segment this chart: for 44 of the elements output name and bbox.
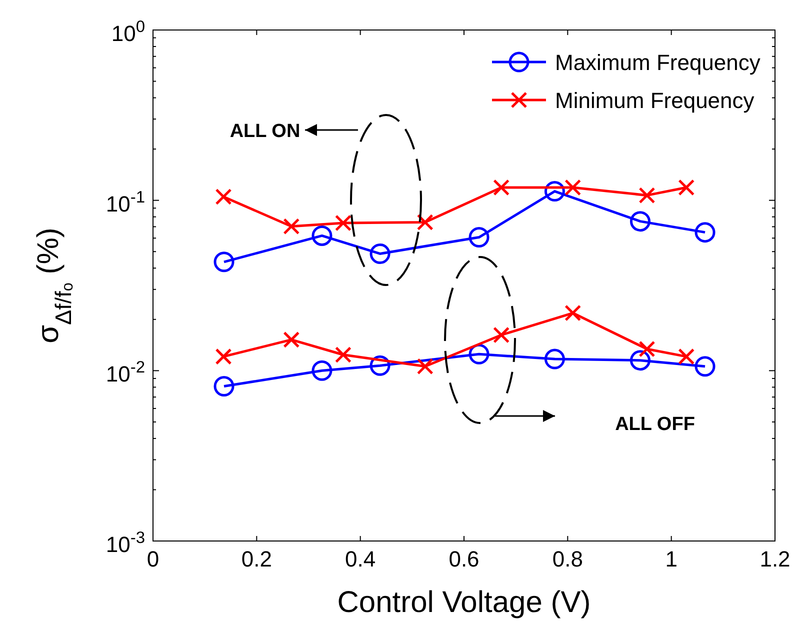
x-tick-label: 0.2: [241, 546, 272, 572]
legend-label: Maximum Frequency: [555, 50, 760, 75]
x-tick-label: 1.2: [760, 546, 790, 572]
point: [334, 214, 352, 232]
point: [334, 346, 352, 364]
point: [493, 326, 510, 344]
x-tick-label: 0.6: [448, 546, 480, 572]
x-tick-label: 0: [146, 546, 160, 572]
x-tick-label: 0.8: [552, 546, 583, 572]
point: [564, 179, 582, 196]
point: [678, 179, 695, 196]
annotation: ALL ON: [230, 121, 300, 142]
y-tick-label: 10$^{0}$: [111, 18, 145, 46]
legend-label: Minimum Frequency: [555, 88, 754, 113]
point: [416, 214, 434, 230]
point: [215, 348, 232, 365]
y-tick-label: 10$^{-1}$: [106, 188, 145, 216]
point: [630, 350, 650, 371]
point: [214, 376, 234, 397]
x-tick-label: 0.4: [345, 546, 376, 572]
point: [214, 252, 234, 272]
point: [544, 348, 565, 370]
x-tick-label: 1: [665, 546, 678, 572]
point: [215, 188, 232, 205]
annotation: ALL OFF: [615, 414, 695, 435]
point: [283, 218, 300, 235]
point: [283, 331, 300, 348]
y-tick-label: 10$^{-2}$: [106, 358, 145, 387]
point: [312, 360, 332, 381]
point: [638, 187, 656, 204]
point: [694, 356, 716, 377]
point: [638, 340, 656, 358]
point: [468, 227, 490, 248]
point: [493, 179, 510, 196]
point: [630, 211, 650, 232]
point: [370, 243, 390, 264]
point: [312, 225, 332, 246]
point: [564, 304, 582, 322]
point: [416, 358, 434, 375]
x-axis-title: Control Voltage (V): [337, 586, 591, 619]
point: [544, 181, 565, 202]
y-tick-label: 10$^{-3}$: [106, 529, 145, 557]
point: [678, 348, 695, 365]
point: [694, 222, 716, 243]
